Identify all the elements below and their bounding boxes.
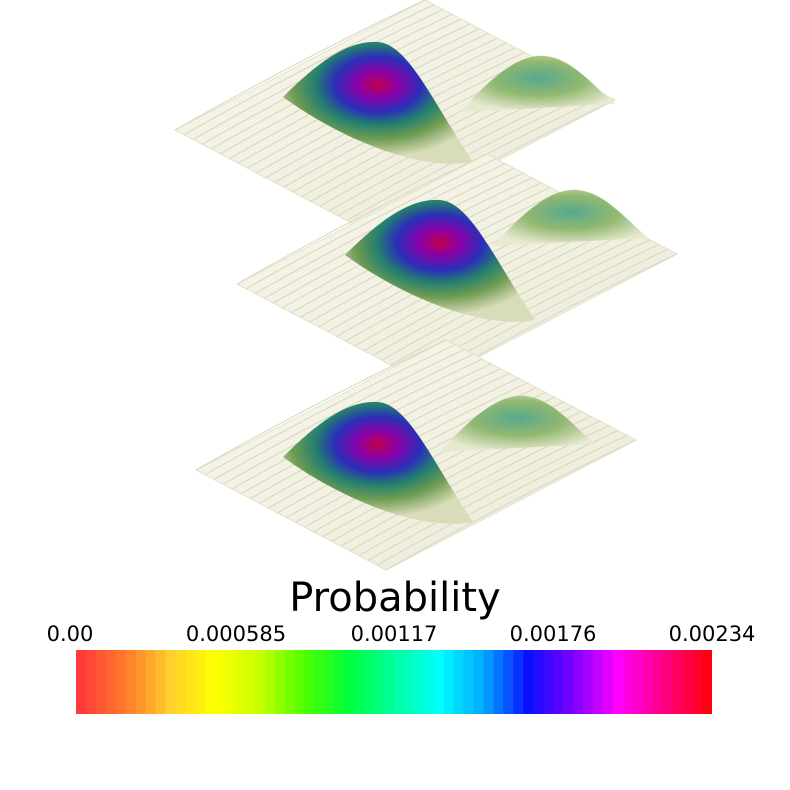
colorbar-cell	[433, 650, 445, 714]
colorbar-cell	[523, 650, 534, 714]
colorbar-cell	[543, 650, 554, 714]
colorbar-cell	[185, 650, 196, 714]
colorbar-cell	[682, 650, 693, 714]
surface-ridge	[204, 344, 456, 476]
colorbar-cell	[254, 650, 266, 714]
colorbar-cell	[652, 650, 663, 714]
surface-ridge	[183, 4, 435, 136]
surface-ridge	[376, 434, 628, 566]
colorbar-cell	[284, 650, 296, 714]
colorbar-cell	[612, 650, 624, 714]
colorbar-cell	[195, 650, 206, 714]
colorbar-cell	[413, 650, 425, 714]
colorbar-cell	[493, 650, 504, 714]
colorbar-cell	[264, 650, 276, 714]
colorbar-cell	[662, 650, 673, 714]
colorbar-cell	[314, 650, 326, 714]
colorbar-cell	[384, 650, 395, 714]
colorbar-cell	[95, 650, 107, 714]
colorbar-cell	[105, 650, 117, 714]
colorbar-cell	[672, 650, 683, 714]
colorbar-cell	[125, 650, 137, 714]
colorbar-cell	[592, 650, 604, 714]
surface-top	[173, 0, 617, 231]
probability-colorbar	[76, 650, 712, 714]
colorbar-cell	[463, 650, 475, 714]
colorbar-cell	[632, 650, 644, 714]
colorbar-cell	[155, 650, 167, 714]
surface-bottom	[194, 339, 638, 571]
surface-ridge	[245, 158, 497, 290]
colorbar-cell	[582, 650, 594, 714]
surface-ridge	[236, 153, 488, 285]
colorbar-cell	[274, 650, 286, 714]
colorbar-cell	[85, 650, 97, 714]
surface-main-peak	[345, 199, 535, 322]
colorbar-tick-label: 0.00117	[350, 622, 438, 646]
colorbar-cell	[553, 650, 564, 714]
colorbar-cell	[175, 650, 186, 714]
colorbar-cell	[423, 650, 435, 714]
colorbar-cell	[443, 650, 455, 714]
colorbar-cell	[344, 650, 355, 714]
colorbar-cell	[572, 650, 584, 714]
colorbar-tick-label: 0.00	[46, 622, 94, 646]
surface-main-peak	[283, 401, 473, 524]
surface-ridge	[174, 0, 426, 131]
colorbar-cell	[403, 650, 415, 714]
colorbar-cell	[76, 650, 87, 714]
colorbar-cell	[483, 650, 494, 714]
colorbar-cell	[513, 650, 524, 714]
colorbar-cell	[453, 650, 465, 714]
colorbar-cell	[473, 650, 485, 714]
surface-secondary-peak	[493, 189, 648, 246]
colorbar-tick-label: 0.00176	[509, 622, 597, 646]
colorbar-cell	[304, 650, 316, 714]
colorbar-cell	[145, 650, 157, 714]
colorbar-cell	[244, 650, 256, 714]
surface-ridge	[385, 439, 637, 571]
colorbar-tick-label: 0.000585	[185, 622, 287, 646]
colorbar-cell	[702, 650, 712, 714]
colorbar-cell	[354, 650, 365, 714]
colorbar-cell	[394, 650, 405, 714]
colorbar-cell	[115, 650, 127, 714]
colorbar-cell	[692, 650, 703, 714]
colorbar-cell	[205, 650, 216, 714]
colorbar-cell	[562, 650, 574, 714]
colorbar-tick-label: 0.00234	[668, 622, 756, 646]
colorbar-cell	[622, 650, 634, 714]
surface-ridge	[213, 349, 465, 480]
colorbar-cell	[334, 650, 345, 714]
colorbar-cell	[235, 650, 246, 714]
surface-ridge	[367, 430, 619, 561]
surface-secondary-peak	[440, 395, 595, 452]
colorbar-cell	[642, 650, 653, 714]
surface-middle	[235, 153, 679, 385]
colorbar-cell	[324, 650, 335, 714]
colorbar-cell	[533, 650, 544, 714]
colorbar-cell	[374, 650, 385, 714]
colorbar-cell	[165, 650, 176, 714]
colorbar-title: Probability	[289, 575, 501, 621]
surface-secondary-peak	[460, 55, 615, 112]
surface-main-peak	[283, 41, 473, 164]
surface-ridge	[195, 339, 447, 471]
colorbar-cell	[364, 650, 375, 714]
colorbar-cell	[503, 650, 514, 714]
colorbar-cell	[602, 650, 614, 714]
colorbar-cell	[294, 650, 306, 714]
colorbar-cell	[215, 650, 226, 714]
colorbar-cell	[225, 650, 236, 714]
colorbar-cell	[135, 650, 147, 714]
